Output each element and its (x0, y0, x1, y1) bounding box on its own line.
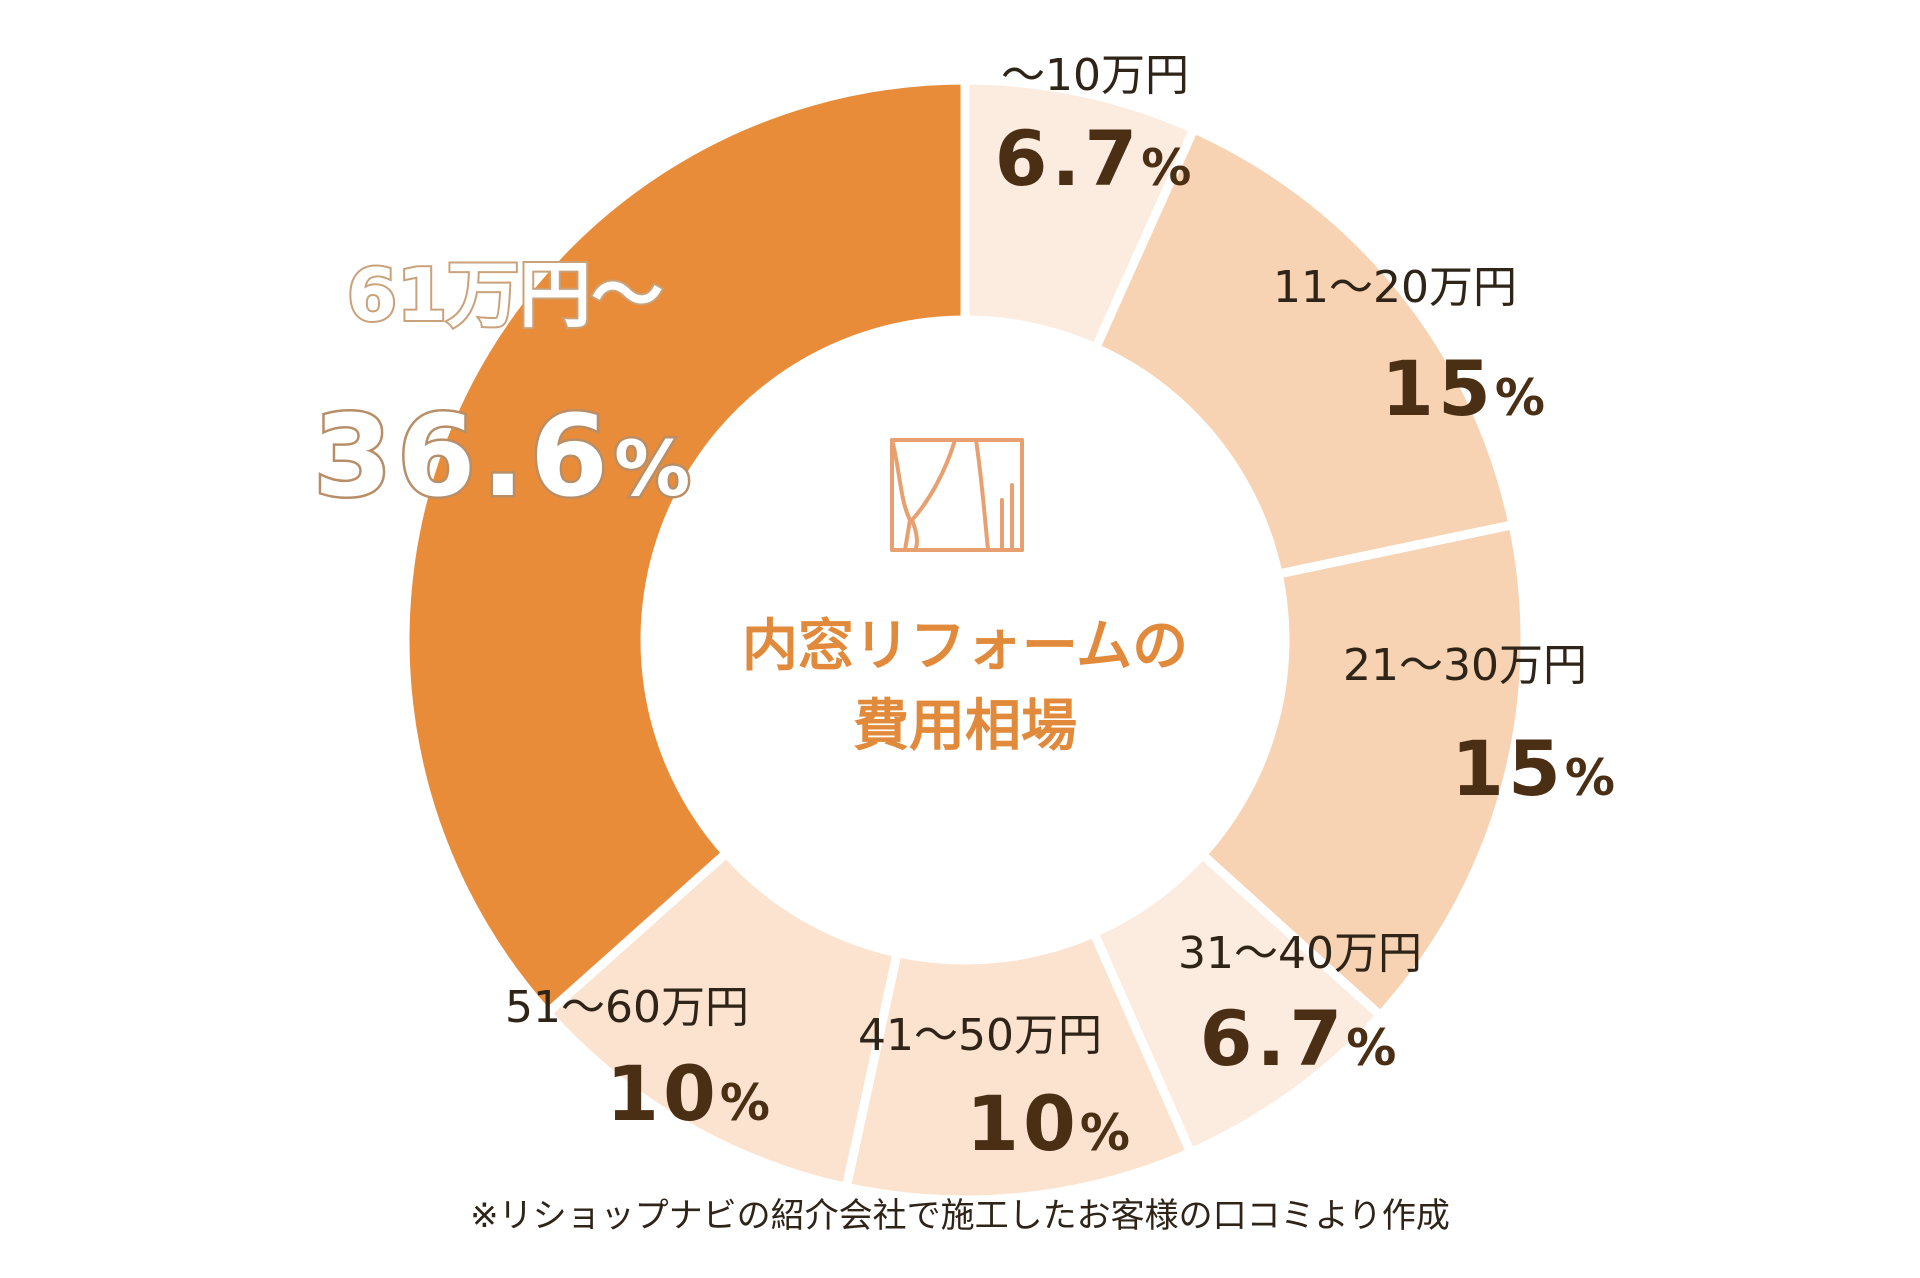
donut-hole (643, 318, 1287, 962)
slice-label-4: 41～50万円 (858, 1010, 1102, 1061)
slice-value-6: 36.6% (314, 392, 697, 522)
center-title-line-1: 内窓リフォームの (742, 614, 1188, 679)
slice-value-3: 6.7% (1200, 994, 1401, 1083)
footnote: ※リショップナビの紹介会社で施工したお客様の口コミより作成 (470, 1196, 1450, 1236)
slice-value-2: 15% (1451, 724, 1619, 813)
slice-value-0: 6.7% (995, 114, 1196, 203)
curtain-window-icon (890, 438, 1024, 552)
slice-label-1: 11～20万円 (1273, 262, 1517, 313)
center-title-line-2: 費用相場 (853, 694, 1077, 759)
slice-label-5: 51～60万円 (505, 982, 749, 1033)
slice-label-3: 31～40万円 (1178, 928, 1422, 979)
slice-label-0: ～10万円 (1001, 50, 1189, 101)
slice-label-2: 21～30万円 (1343, 640, 1587, 691)
donut-slices (400, 75, 1530, 1205)
slice-value-5: 10% (606, 1049, 774, 1138)
slice-label-6: 61万円～ (347, 253, 663, 337)
slice-value-4: 10% (966, 1079, 1134, 1168)
slice-value-1: 15% (1381, 344, 1549, 433)
